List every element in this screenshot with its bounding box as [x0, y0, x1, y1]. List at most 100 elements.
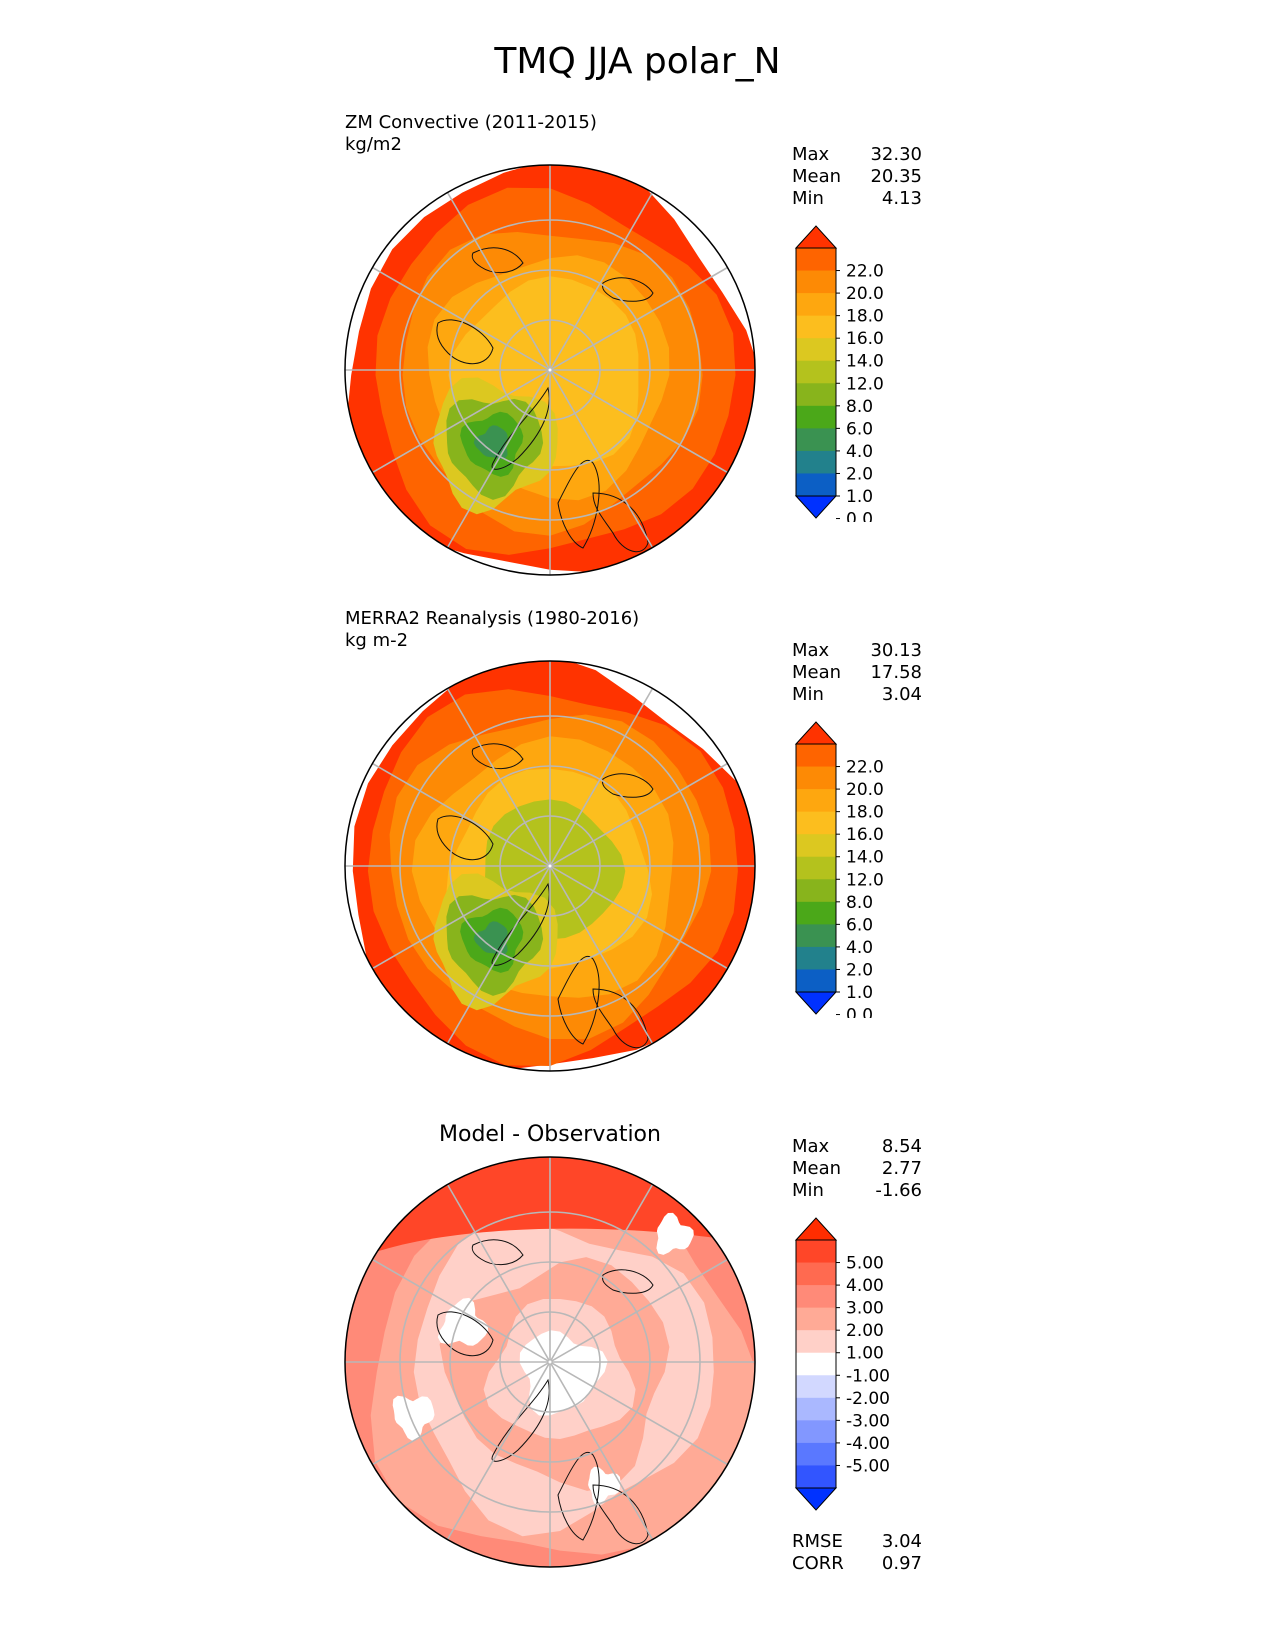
- stat-value: 20.35: [870, 166, 922, 187]
- stat-mean: Mean 20.35: [792, 166, 922, 188]
- colorbar-extend-min: [794, 495, 838, 519]
- stat-value: 4.13: [881, 188, 922, 209]
- stat-name: Min: [792, 188, 824, 209]
- colorbar-tick-label: 1.0: [846, 983, 873, 1003]
- coastline: [436, 1311, 494, 1357]
- panel-2-label-line2: kg m-2: [345, 630, 409, 651]
- colorbar-tick-label: -1.00: [846, 1366, 890, 1386]
- colorbar-segment: [796, 924, 836, 948]
- colorbar-segment: [796, 879, 836, 903]
- colorbar-segment: [796, 383, 836, 407]
- panel-3-title: Model - Observation: [439, 1122, 661, 1147]
- colorbar-extend-max: [794, 1217, 838, 1241]
- colorbar-segment: [796, 834, 836, 858]
- colorbar-observation: 22.020.0 18.016.0 14.012.0 8.06.0 4.02.0 1.0 0…: [794, 721, 884, 1018]
- colorbar-segment: [796, 1397, 836, 1421]
- polar-map-model: [344, 164, 756, 576]
- colorbar-tick-label: 1.00: [846, 1344, 884, 1364]
- colorbar-segment: [796, 1465, 836, 1489]
- colorbar-segment: [796, 248, 836, 272]
- stat-value: 3.04: [881, 684, 922, 705]
- colorbar-model: 22.020.0 18.016.0 14.012.0 8.06.0 4.02.0 1.0 0…: [794, 225, 884, 522]
- colorbar-segment: [796, 1352, 836, 1376]
- colorbar-tick-label: -2.00: [846, 1389, 890, 1409]
- colorbar-extend-min: [794, 1487, 838, 1511]
- north-pole-marker: [548, 864, 552, 868]
- colorbar-extend-max: [794, 721, 838, 745]
- colorbar-tick-label: 18.0: [846, 803, 884, 823]
- colorbar-tick-label: 14.0: [846, 848, 884, 868]
- colorbar-tick-label: 20.0: [846, 780, 884, 800]
- coastline: [602, 277, 654, 302]
- panel-2-stats: Max 30.13 Mean 17.58 Min 3.04: [792, 640, 922, 706]
- colorbar-tick-label: 2.00: [846, 1321, 884, 1341]
- colorbar-segment: [796, 1307, 836, 1331]
- stat-value: 0.97: [881, 1553, 922, 1574]
- coastline: [471, 247, 524, 273]
- colorbar-segment: [796, 293, 836, 317]
- colorbar-tick-label: 0.0: [846, 1006, 873, 1018]
- stat-min: Min 3.04: [792, 684, 922, 706]
- panel-3-stats: Max 8.54 Mean 2.77 Min -1.66: [792, 1136, 922, 1202]
- colorbar-tick-label: 18.0: [846, 307, 884, 327]
- coastline: [436, 815, 494, 861]
- panel-1-label-line1: ZM Convective (2011-2015): [345, 112, 597, 133]
- colorbar-segment: [796, 1420, 836, 1444]
- colorbar-segment: [796, 811, 836, 835]
- stat-value: 30.13: [870, 640, 922, 661]
- panel-3-extra-stats: RMSE 3.04 CORR 0.97: [792, 1531, 922, 1575]
- stat-mean: Mean 2.77: [792, 1158, 922, 1180]
- colorbar-tick-label: -4.00: [846, 1434, 890, 1454]
- colorbar-segment: [796, 856, 836, 880]
- map-boundary: [344, 1156, 756, 1568]
- stat-name: Max: [792, 640, 830, 661]
- colorbar-tick-label: 20.0: [846, 284, 884, 304]
- colorbar-tick-label: -5.00: [846, 1456, 890, 1476]
- panel-1-label-line2: kg/m2: [345, 134, 402, 155]
- colorbar-tick-label: 4.0: [846, 442, 873, 462]
- coastline: [471, 743, 524, 769]
- field-anomaly: [392, 1395, 435, 1442]
- field-anomaly: [473, 425, 508, 460]
- panel-1-stats: Max 32.30 Mean 20.35 Min 4.13: [792, 144, 922, 210]
- colorbar-extend-max: [794, 225, 838, 249]
- stat-max: Max 32.30: [792, 144, 922, 166]
- map-boundary: [344, 164, 756, 576]
- stat-rmse: RMSE 3.04: [792, 1531, 922, 1553]
- stat-value: 32.30: [870, 144, 922, 165]
- colorbar-segment: [796, 473, 836, 497]
- colorbar-tick-label: 5.00: [846, 1254, 884, 1274]
- coastline: [602, 773, 654, 798]
- colorbar-extend-min: [794, 991, 838, 1015]
- coastline: [557, 1452, 600, 1541]
- figure-title: TMQ JJA polar_N: [494, 41, 781, 82]
- coastline: [592, 988, 649, 1049]
- stat-mean: Mean 17.58: [792, 662, 922, 684]
- stat-value: 3.04: [881, 1531, 922, 1552]
- colorbar-tick-label: 16.0: [846, 329, 884, 349]
- field-anomaly: [656, 1212, 694, 1255]
- colorbar-tick-label: 6.0: [846, 915, 873, 935]
- colorbar-segment: [796, 901, 836, 925]
- colorbar-outline: [795, 247, 837, 497]
- colorbar-segment: [796, 1285, 836, 1309]
- colorbar-segment: [796, 338, 836, 362]
- stat-min: Min -1.66: [792, 1180, 922, 1202]
- colorbar-segment: [796, 969, 836, 993]
- colorbar-segment: [796, 405, 836, 429]
- colorbar-segment: [796, 1442, 836, 1466]
- colorbar-segment: [796, 1330, 836, 1354]
- colorbar-segment: [796, 450, 836, 474]
- stat-name: Mean: [792, 662, 842, 683]
- stat-name: CORR: [792, 1553, 844, 1574]
- colorbar-segment: [796, 766, 836, 790]
- stat-name: Max: [792, 1136, 830, 1157]
- colorbar-tick-label: 1.0: [846, 487, 873, 507]
- coastline: [557, 956, 600, 1045]
- colorbar-tick-label: -3.00: [846, 1411, 890, 1431]
- stat-value: 2.77: [881, 1158, 922, 1179]
- coastline: [557, 460, 600, 549]
- colorbar-segment: [796, 1375, 836, 1399]
- stat-value: 8.54: [881, 1136, 922, 1157]
- stat-name: Min: [792, 684, 824, 705]
